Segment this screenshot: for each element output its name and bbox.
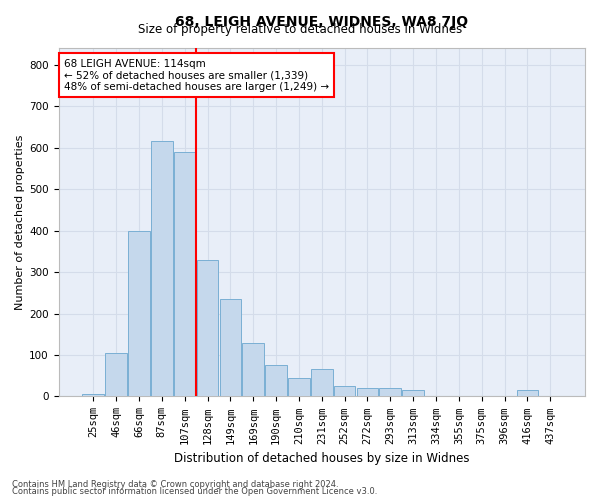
Bar (82, 394, 104, 396)
Text: Contains public sector information licensed under the Open Government Licence v3: Contains public sector information licen… (12, 487, 377, 496)
Text: Size of property relative to detached houses in Widnes: Size of property relative to detached ho… (138, 22, 462, 36)
Bar (174, 152, 196, 396)
Bar (402, 390, 424, 396)
Bar (105, 353, 127, 397)
X-axis label: Distribution of detached houses by size in Widnes: Distribution of detached houses by size … (174, 452, 470, 465)
Bar (356, 388, 379, 396)
Bar (197, 260, 218, 396)
Title: 68, LEIGH AVENUE, WIDNES, WA8 7JQ: 68, LEIGH AVENUE, WIDNES, WA8 7JQ (175, 15, 469, 29)
Bar (220, 299, 241, 396)
Bar (128, 230, 150, 396)
Bar (242, 342, 264, 396)
Bar (288, 378, 310, 396)
Bar (311, 370, 332, 396)
Bar (151, 142, 173, 396)
Y-axis label: Number of detached properties: Number of detached properties (15, 134, 25, 310)
Text: Contains HM Land Registry data © Crown copyright and database right 2024.: Contains HM Land Registry data © Crown c… (12, 480, 338, 489)
Bar (334, 386, 355, 396)
Text: 68 LEIGH AVENUE: 114sqm
← 52% of detached houses are smaller (1,339)
48% of semi: 68 LEIGH AVENUE: 114sqm ← 52% of detache… (64, 58, 329, 92)
Bar (379, 388, 401, 396)
Bar (517, 390, 538, 396)
Bar (265, 366, 287, 396)
